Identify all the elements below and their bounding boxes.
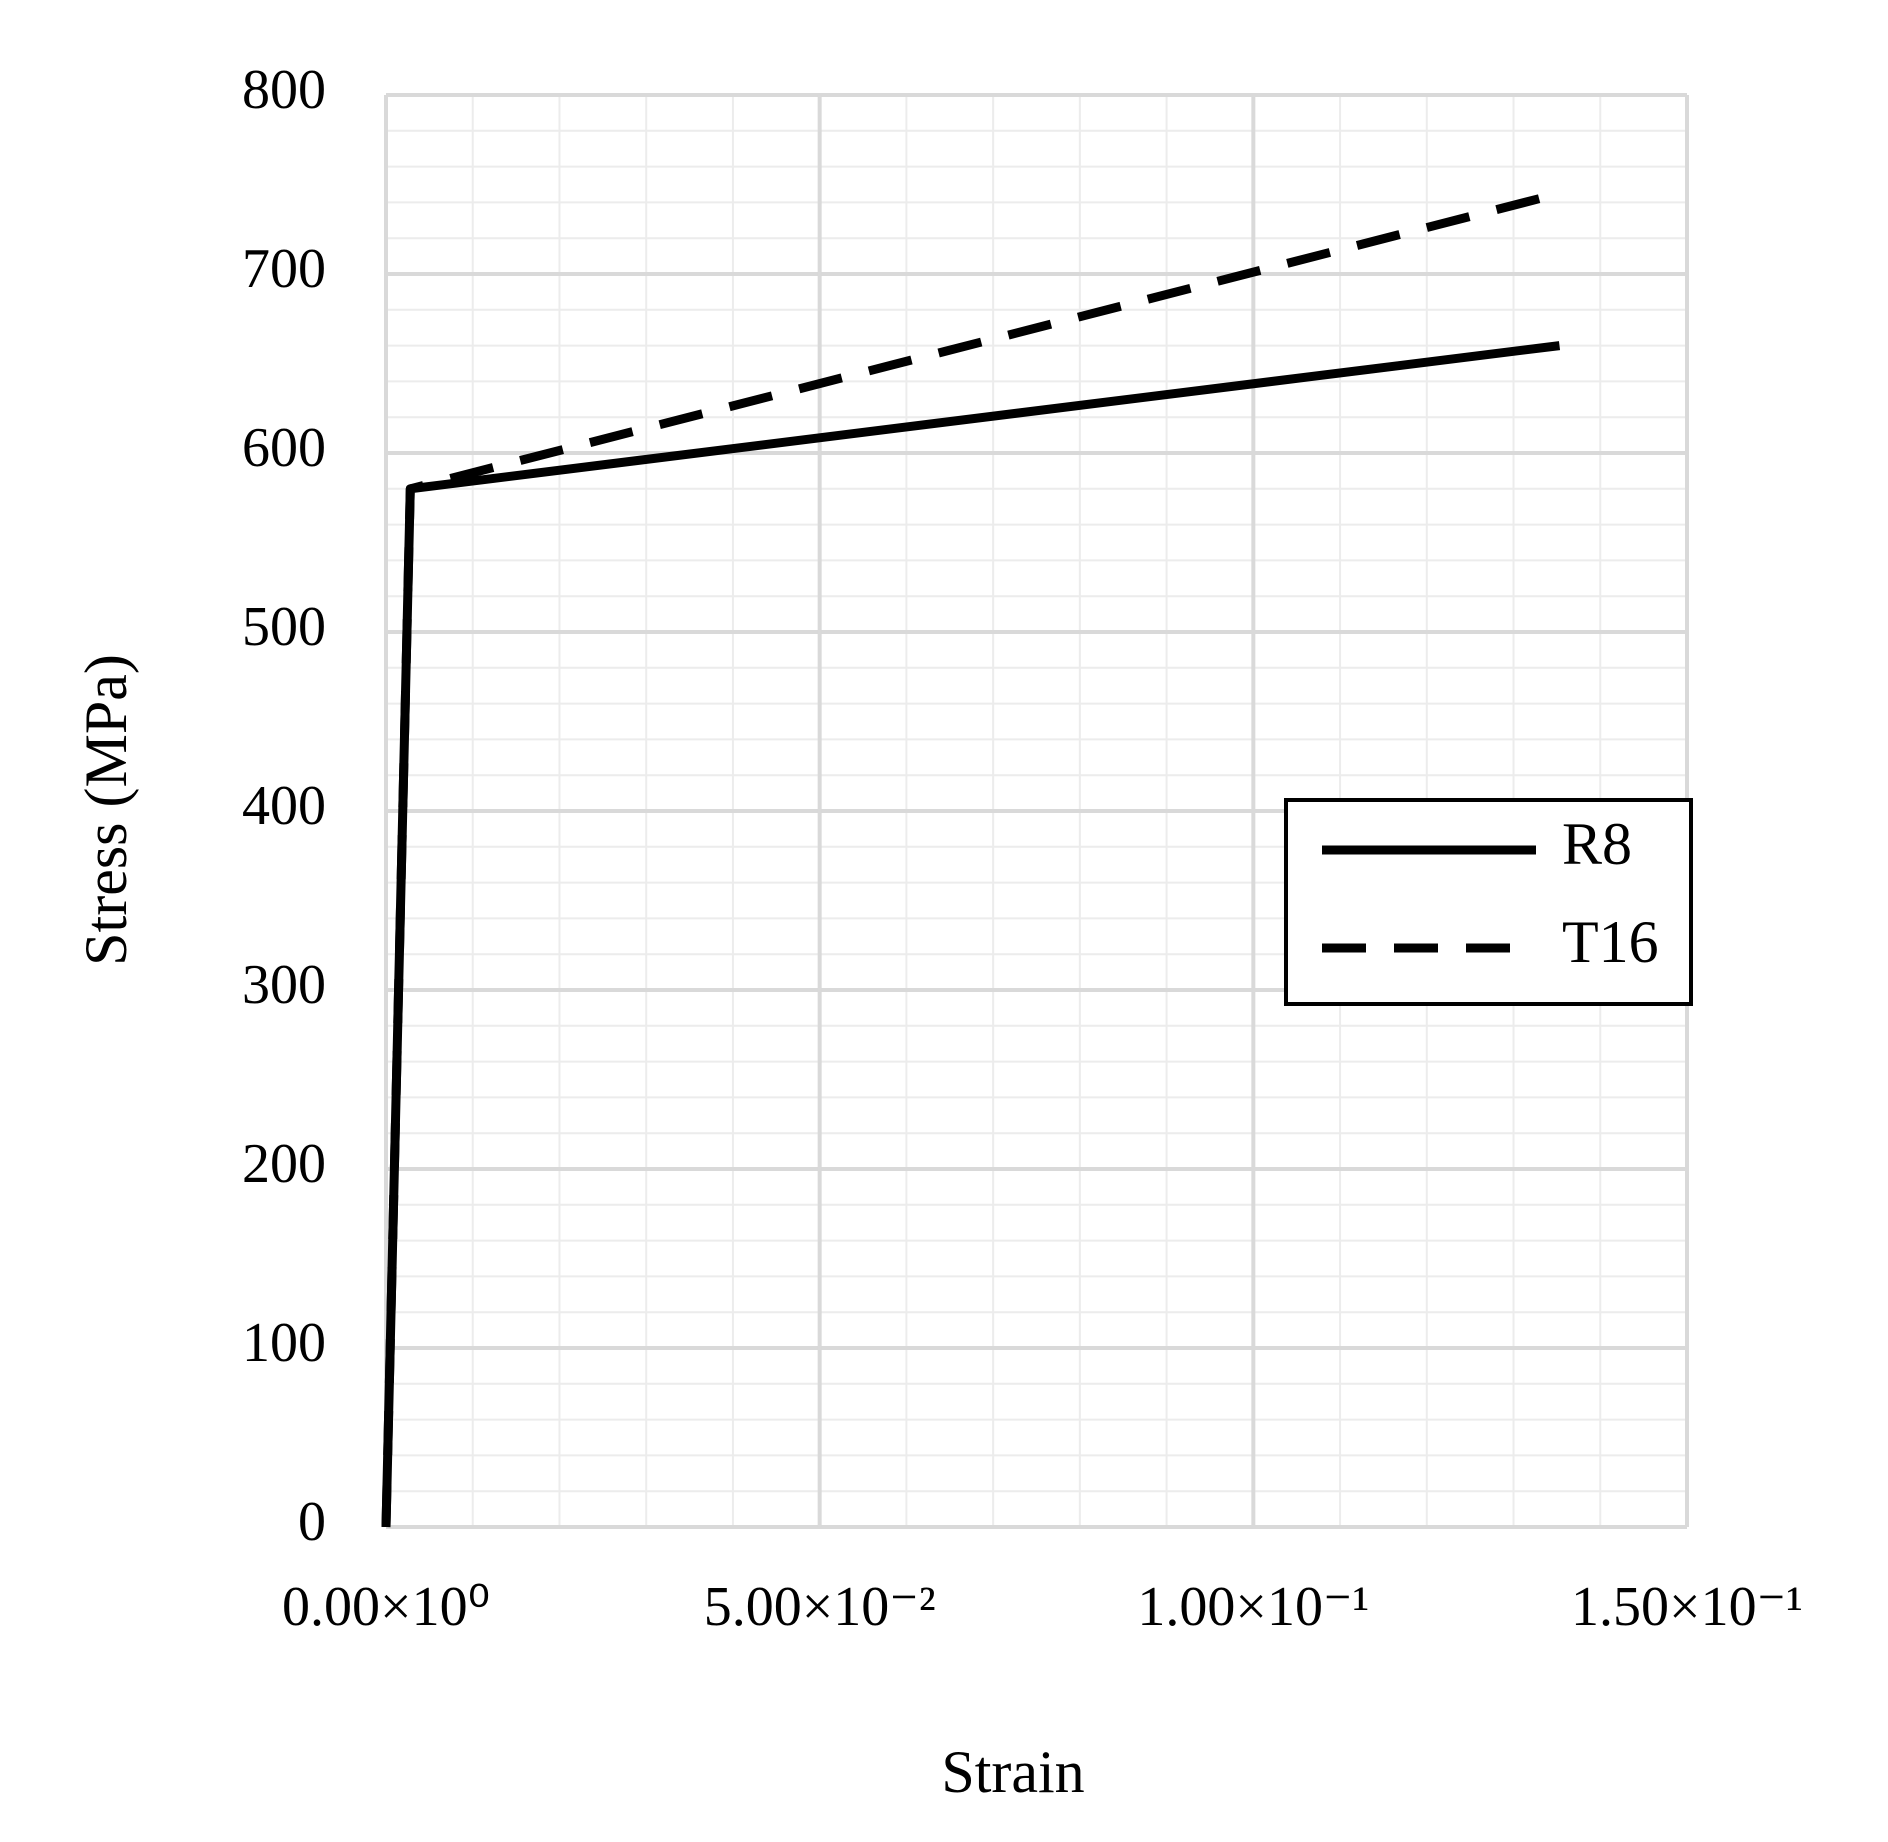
x-axis-title: Strain	[941, 1739, 1084, 1805]
y-tick-label: 800	[242, 59, 326, 121]
y-tick-label: 700	[242, 238, 326, 300]
x-tick-label: 0.00×10⁰	[282, 1576, 490, 1638]
legend-label: R8	[1562, 811, 1632, 877]
y-tick-label: 400	[242, 775, 326, 837]
legend-label: T16	[1562, 909, 1659, 975]
y-tick-label: 100	[242, 1312, 326, 1374]
x-tick-label: 5.00×10⁻²	[704, 1576, 936, 1638]
y-axis-title: Stress (MPa)	[73, 654, 139, 966]
x-tick-label: 1.00×10⁻¹	[1137, 1576, 1369, 1638]
y-tick-label: 200	[242, 1133, 326, 1195]
line-series	[381, 341, 1561, 1528]
x-tick-label: 1.50×10⁻¹	[1571, 1576, 1803, 1638]
y-tick-label: 600	[242, 417, 326, 479]
y-tick-label: 500	[242, 596, 326, 658]
y-tick-label: 0	[298, 1491, 326, 1553]
y-tick-label: 300	[242, 954, 326, 1016]
legend-box	[1284, 798, 1693, 1006]
